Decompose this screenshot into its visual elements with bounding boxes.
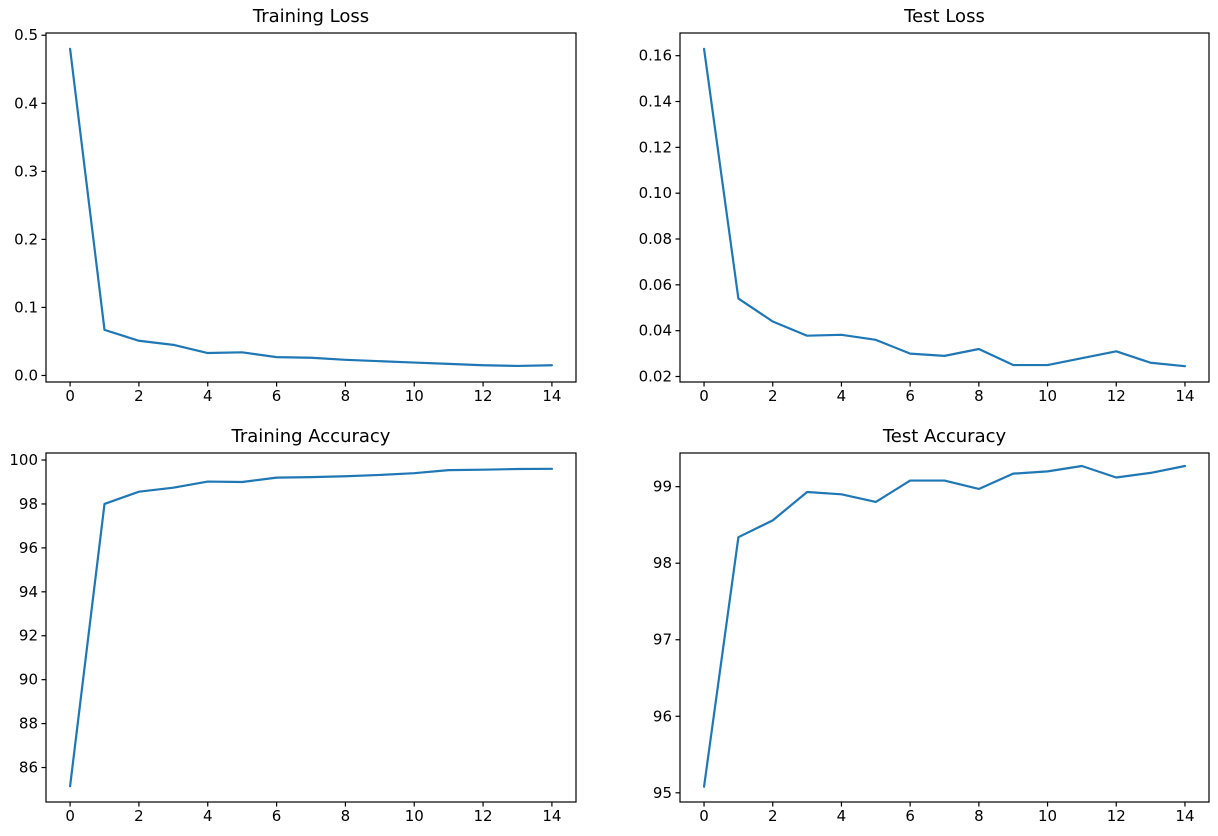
training-loss-plot: 0 2 4 6 8 10 12 14 0.0 0.1 0.2 0.3 0.4 0.5 [14, 26, 577, 405]
axes-spines [679, 452, 1210, 803]
x-tick-label: 2 [134, 387, 144, 405]
y-tick-label: 94 [19, 583, 38, 601]
series-line [68, 467, 554, 788]
axes-spines [679, 32, 1210, 383]
subplot-test-loss: Test Loss 0 2 4 6 8 10 12 14 0.02 0.04 0.06 0.08 0.1… [609, 0, 1218, 418]
chart-title-test-loss: Test Loss [904, 6, 985, 27]
x-tick-label: 0 [699, 807, 709, 825]
series-line [702, 47, 1187, 368]
x-tick-label: 12 [474, 387, 493, 405]
x-tick-label: 0 [65, 807, 75, 825]
y-tick-label: 95 [653, 784, 672, 802]
x-tick-label: 4 [203, 807, 213, 825]
test-loss-plot: 0 2 4 6 8 10 12 14 0.02 0.04 0.06 0.08 0.10 0.12 0.14 0… [639, 32, 1210, 405]
y-tick-label: 0.0 [14, 366, 38, 384]
training-accuracy-plot: 0 2 4 6 8 10 12 14 86 88 90 92 94 96 98 100 [9, 451, 577, 825]
y-tick-label: 0.4 [14, 94, 38, 112]
series-line [702, 464, 1187, 788]
x-tick-label: 12 [1107, 807, 1126, 825]
test-accuracy-plot: 0 2 4 6 8 10 12 14 95 96 97 98 99 [653, 452, 1210, 825]
x-tick-label: 10 [405, 807, 424, 825]
x-tick-label: 12 [1107, 387, 1126, 405]
x-tick-label: 4 [837, 807, 847, 825]
y-tick-label: 90 [19, 671, 38, 689]
y-tick-label: 0.14 [639, 93, 672, 111]
x-tick-label: 6 [905, 387, 915, 405]
y-tick-label: 0.16 [639, 47, 672, 65]
x-tick-label: 0 [699, 387, 709, 405]
x-tick-label: 8 [341, 387, 351, 405]
x-tick-label: 10 [1038, 387, 1057, 405]
series-line [68, 47, 554, 368]
y-tick-label: 98 [19, 495, 38, 513]
chart-title-test-accuracy: Test Accuracy [882, 426, 1007, 447]
y-tick-label: 0.3 [14, 162, 38, 180]
x-tick-label: 8 [341, 807, 351, 825]
y-tick-label: 0.06 [639, 276, 672, 294]
x-tick-label: 6 [272, 807, 282, 825]
x-tick-label: 6 [272, 387, 282, 405]
y-tick-label: 96 [653, 707, 672, 725]
x-tick-label: 2 [768, 807, 778, 825]
x-tick-label: 2 [768, 387, 778, 405]
y-tick-label: 0.2 [14, 230, 38, 248]
y-tick-label: 0.10 [639, 184, 672, 202]
y-tick-label: 0.02 [639, 368, 672, 386]
x-tick-label: 10 [1038, 807, 1057, 825]
x-tick-label: 8 [974, 387, 984, 405]
x-tick-label: 14 [1175, 387, 1194, 405]
y-tick-label: 98 [653, 554, 672, 572]
chart-title-training-accuracy: Training Accuracy [231, 426, 391, 447]
axes-spines [45, 32, 577, 383]
y-tick-label: 97 [653, 631, 672, 649]
y-tick-label: 96 [19, 539, 38, 557]
subplot-test-accuracy: Test Accuracy 0 2 4 6 8 10 12 14 95 96 97 98 99 [609, 418, 1218, 836]
y-tick-label: 0.5 [14, 26, 38, 44]
subplot-training-accuracy: Training Accuracy 0 2 4 6 8 10 12 14 86 88 90 92 94 9… [0, 418, 609, 836]
x-tick-label: 6 [905, 807, 915, 825]
y-tick-label: 0.08 [639, 230, 672, 248]
chart-title-training-loss: Training Loss [252, 6, 370, 27]
subplot-training-loss: Training Loss 0 2 4 6 8 10 12 14 0.0 0.1 0.2 0.3 0.4… [0, 0, 609, 418]
x-tick-label: 0 [65, 387, 75, 405]
x-tick-label: 14 [542, 807, 561, 825]
x-tick-label: 4 [837, 387, 847, 405]
x-tick-label: 2 [134, 807, 144, 825]
x-tick-label: 14 [1175, 807, 1194, 825]
y-tick-label: 92 [19, 627, 38, 645]
y-tick-label: 88 [19, 715, 38, 733]
y-tick-label: 86 [19, 759, 38, 777]
y-tick-label: 0.04 [639, 322, 672, 340]
y-tick-label: 100 [9, 451, 38, 469]
y-tick-label: 0.1 [14, 298, 38, 316]
x-tick-label: 14 [542, 387, 561, 405]
x-tick-label: 4 [203, 387, 213, 405]
y-tick-label: 99 [653, 478, 672, 496]
x-tick-label: 8 [974, 807, 984, 825]
x-tick-label: 10 [405, 387, 424, 405]
axes-spines [45, 452, 577, 803]
y-tick-label: 0.12 [639, 138, 672, 156]
x-tick-label: 12 [474, 807, 493, 825]
